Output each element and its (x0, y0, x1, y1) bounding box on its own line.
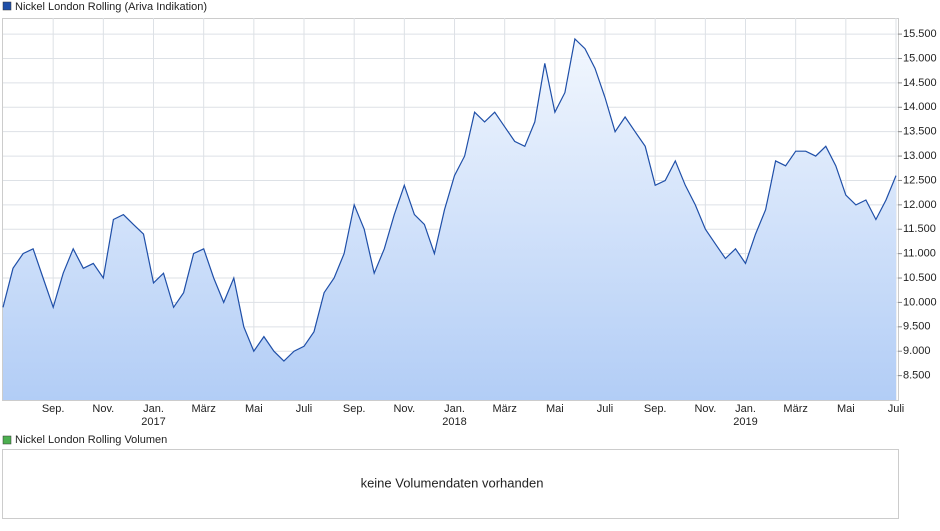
area-fill (3, 39, 896, 400)
x-tick-label: Jan. (143, 403, 164, 415)
x-tick-label: Juli (296, 403, 313, 415)
y-tick-label: 10.000 (903, 296, 937, 308)
x-tick-label: Mai (546, 403, 564, 415)
y-tick-label: 15.500 (903, 28, 937, 40)
x-tick-label: Mai (245, 403, 263, 415)
x-tick-label: Nov. (92, 403, 114, 415)
y-tick-label: 9.000 (903, 345, 931, 357)
x-tick-label: Jan. (735, 403, 756, 415)
legend-swatch (2, 1, 12, 11)
x-tick-label: Nov. (694, 403, 716, 415)
y-tick-label: 11.000 (903, 248, 936, 260)
x-year-label: 2017 (141, 416, 165, 428)
x-tick-label: März (191, 403, 215, 415)
legend-label: Nickel London Rolling (Ariva Indikation) (15, 1, 207, 13)
y-tick-label: 12.500 (903, 174, 937, 186)
x-tick-label: Mai (837, 403, 855, 415)
x-tick-label: Sep. (644, 403, 667, 415)
x-tick-label: März (492, 403, 516, 415)
x-tick-label: Jan. (444, 403, 465, 415)
y-tick-label: 11.500 (903, 223, 936, 235)
y-tick-label: 10.500 (903, 272, 937, 284)
y-tick-label: 8.500 (903, 370, 931, 382)
price-line (2, 37, 897, 362)
x-tick-label: Sep. (343, 403, 366, 415)
y-tick-label: 14.000 (903, 101, 937, 113)
volume-legend-label: Nickel London Rolling Volumen (15, 434, 167, 446)
x-tick-label: Juli (888, 403, 905, 415)
plot (2, 37, 897, 400)
x-tick-label: März (783, 403, 807, 415)
y-tick-label: 15.000 (903, 52, 937, 64)
x-tick-label: Nov. (393, 403, 415, 415)
y-tick-label: 12.000 (903, 199, 937, 211)
y-tick-label: 13.000 (903, 150, 937, 162)
y-tick-label: 9.500 (903, 321, 931, 333)
volume-frame (2, 449, 899, 519)
legend-swatch (2, 435, 12, 445)
x-year-label: 2018 (442, 416, 466, 428)
volume-message: keine Volumendaten vorhanden (361, 475, 544, 490)
x-year-label: 2019 (733, 416, 757, 428)
x-tick-label: Sep. (42, 403, 65, 415)
y-tick-label: 13.500 (903, 126, 937, 138)
x-tick-label: Juli (597, 403, 614, 415)
y-tick-label: 14.500 (903, 77, 937, 89)
